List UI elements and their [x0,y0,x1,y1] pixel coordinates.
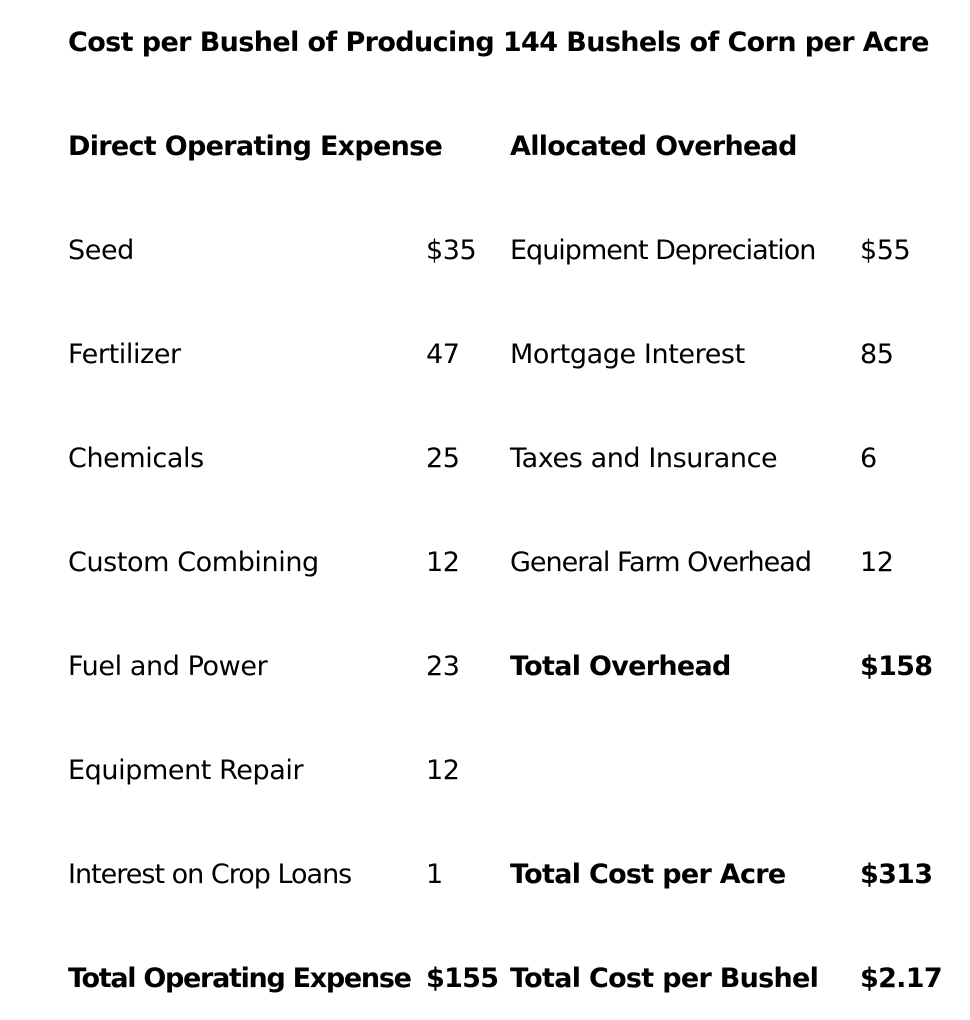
total-cost-per-acre-value: $313 [860,859,933,890]
direct-item-label: Fuel and Power [68,651,268,682]
direct-item-label: Equipment Repair [68,755,304,786]
total-operating-expense-label: Total Operating Expense [68,963,412,994]
direct-item-value: 23 [426,651,460,682]
direct-item-value: 12 [426,755,460,786]
overhead-item-label: Mortgage Interest [510,339,745,370]
direct-item-value: $35 [426,235,477,266]
direct-item-label: Custom Combining [68,547,319,578]
overhead-item-value: 6 [860,443,877,474]
direct-item-value: 12 [426,547,460,578]
direct-expense-header: Direct Operating Expense [68,131,443,162]
direct-item-value: 1 [426,859,443,890]
overhead-item-label: General Farm Overhead [510,547,812,578]
total-operating-expense-value: $155 [426,963,499,994]
overhead-header: Allocated Overhead [510,131,797,162]
direct-item-label: Seed [68,235,134,266]
direct-item-value: 25 [426,443,460,474]
overhead-item-value: 12 [860,547,894,578]
direct-item-label: Fertilizer [68,339,181,370]
direct-item-value: 47 [426,339,460,370]
total-overhead-value: $158 [860,651,933,682]
overhead-item-label: Taxes and Insurance [510,443,778,474]
total-cost-per-acre-label: Total Cost per Acre [510,859,786,890]
direct-item-label: Interest on Crop Loans [68,859,352,890]
overhead-item-label: Equipment Depreciation [510,235,816,266]
overhead-item-value: 85 [860,339,894,370]
table-title: Cost per Bushel of Producing 144 Bushels… [68,27,929,58]
total-cost-per-bushel-value: $2.17 [860,963,943,994]
total-overhead-label: Total Overhead [510,651,731,682]
direct-item-label: Chemicals [68,443,204,474]
total-cost-per-bushel-label: Total Cost per Bushel [510,963,819,994]
overhead-item-value: $55 [860,235,911,266]
